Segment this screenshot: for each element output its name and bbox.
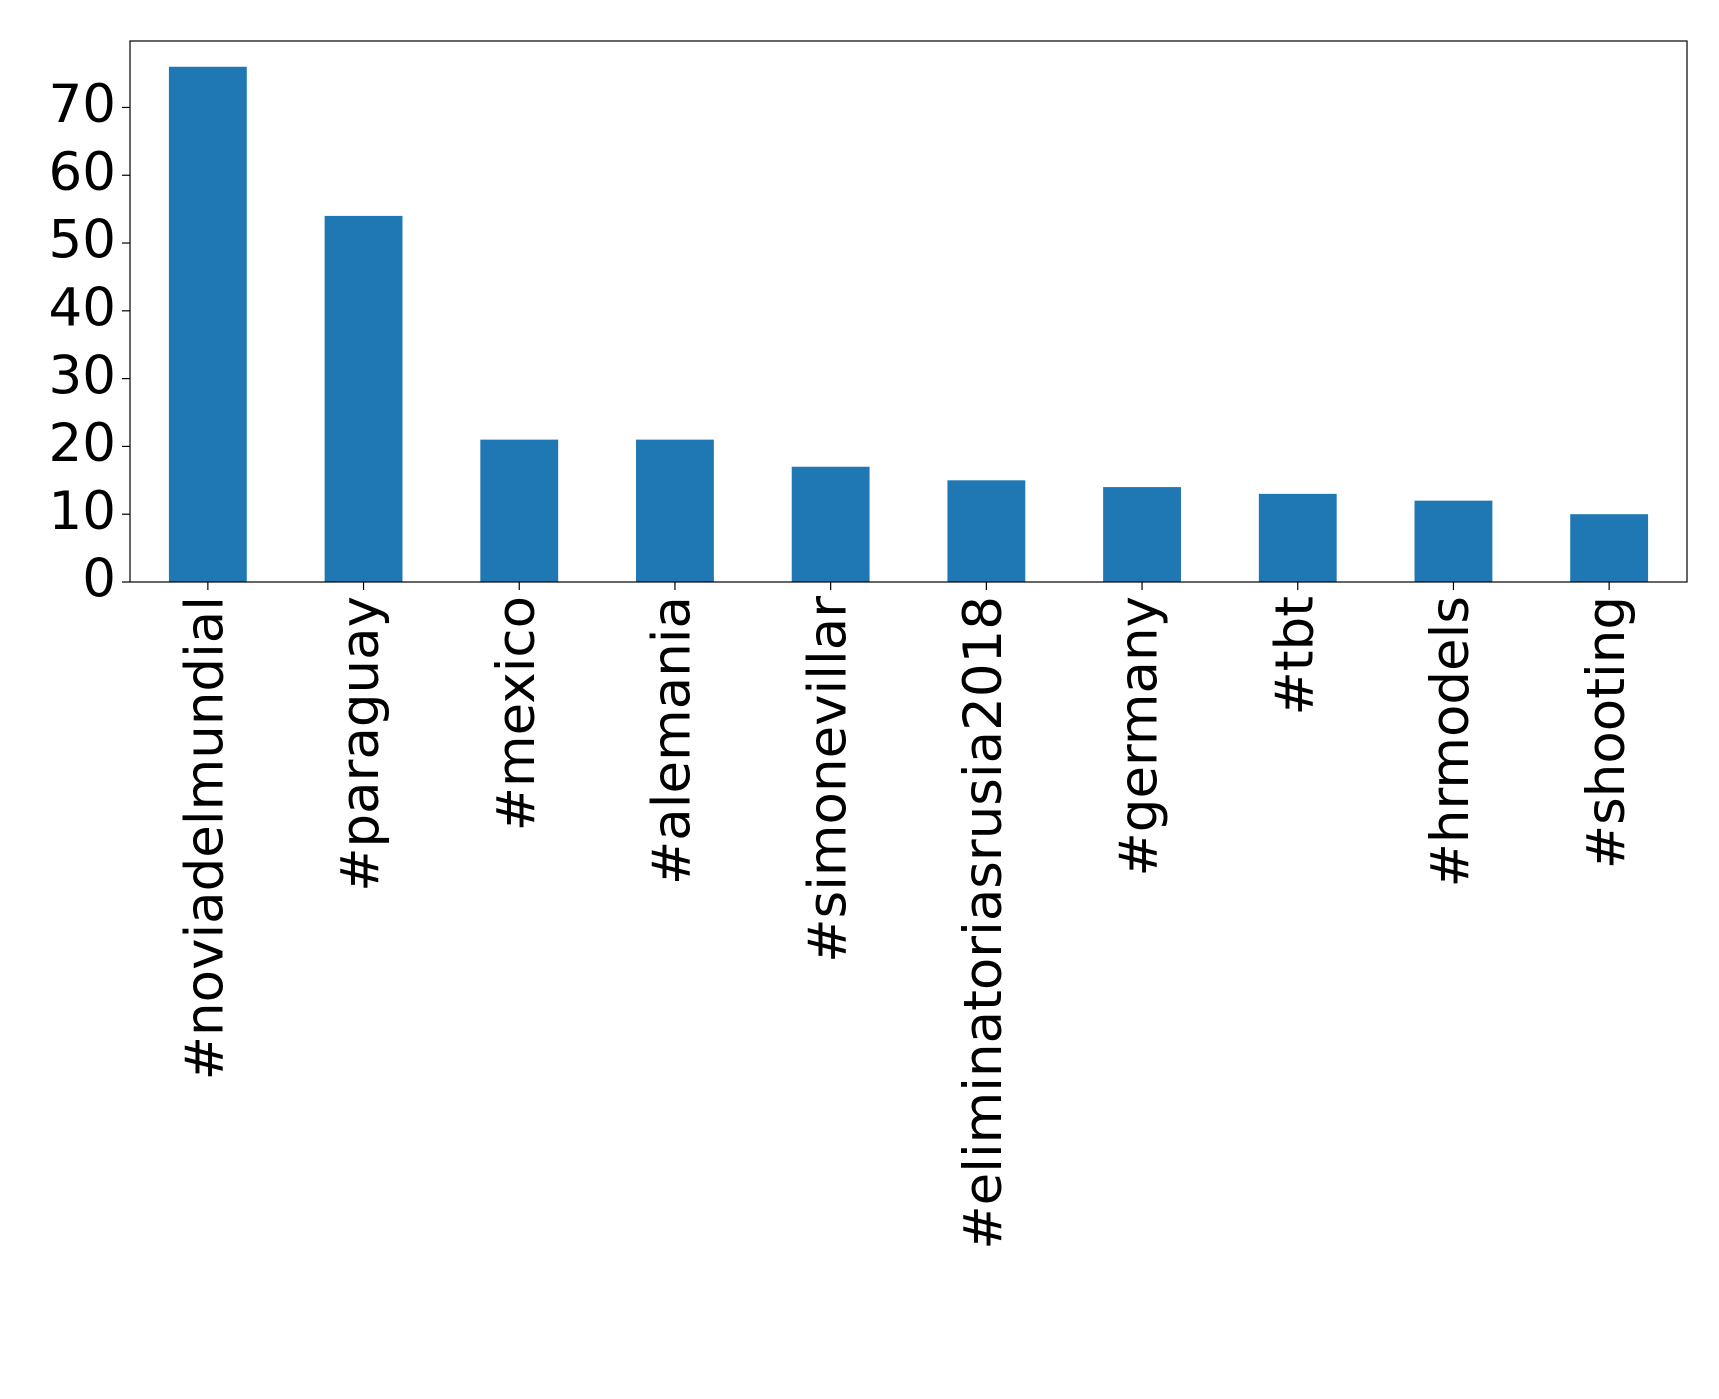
bar bbox=[791, 466, 870, 582]
bar bbox=[636, 439, 714, 582]
x-tick-label: #shooting bbox=[1576, 596, 1637, 869]
bar bbox=[1103, 487, 1181, 582]
y-tick-label: 0 bbox=[82, 549, 116, 610]
bar bbox=[947, 480, 1026, 582]
bar bbox=[1570, 514, 1649, 582]
y-tick-label: 20 bbox=[49, 413, 116, 474]
bar bbox=[1414, 500, 1493, 582]
x-tick-label: #eliminatoriasrusia2018 bbox=[953, 596, 1014, 1250]
bar bbox=[480, 439, 559, 582]
y-tick-label: 50 bbox=[49, 210, 116, 271]
x-tick-label: #simonevillar bbox=[797, 596, 858, 963]
bar bbox=[168, 66, 247, 582]
plot-frame bbox=[129, 40, 1688, 583]
x-tick-label: #germany bbox=[1109, 596, 1170, 877]
x-tick-label: #tbt bbox=[1264, 596, 1325, 716]
x-tick-label: #paraguay bbox=[330, 596, 391, 892]
x-tick-label: #noviadelmundial bbox=[174, 596, 235, 1080]
x-tick-label: #alemania bbox=[642, 596, 703, 885]
y-tick-label: 60 bbox=[49, 142, 116, 203]
bar bbox=[324, 215, 403, 582]
x-tick-label: #mexico bbox=[486, 596, 547, 831]
y-tick-label: 70 bbox=[49, 74, 116, 135]
bar bbox=[1258, 493, 1337, 582]
x-tick-label: #hrmodels bbox=[1420, 596, 1481, 888]
y-tick-label: 10 bbox=[49, 481, 116, 542]
y-tick-label: 40 bbox=[49, 277, 116, 338]
y-tick-label: 30 bbox=[49, 345, 116, 406]
